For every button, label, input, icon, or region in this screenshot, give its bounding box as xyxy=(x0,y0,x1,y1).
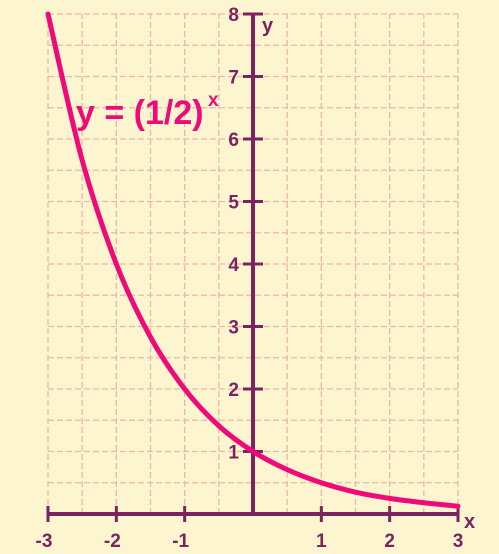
x-tick-label: -1 xyxy=(172,531,189,552)
y-tick-label: 6 xyxy=(228,130,239,151)
y-tick-label: 8 xyxy=(228,5,239,26)
y-tick-label: 7 xyxy=(228,68,239,89)
equation-exponent: x xyxy=(208,90,219,111)
y-tick-label: 5 xyxy=(228,193,239,214)
y-tick-label: 4 xyxy=(228,255,239,276)
equation-annotation: y = (1/2) x xyxy=(76,90,219,132)
y-axis-label: y xyxy=(262,15,274,37)
y-tick-label: 2 xyxy=(228,380,239,401)
x-tick-label: 2 xyxy=(384,531,395,552)
x-tick-label: 3 xyxy=(453,531,464,552)
x-tick-label: 1 xyxy=(316,531,327,552)
equation-base: y = (1/2) xyxy=(76,94,204,132)
y-tick-label: 3 xyxy=(228,318,239,339)
y-tick-label: 1 xyxy=(228,443,239,464)
x-axis-label: x xyxy=(464,511,475,533)
x-tick-label: -2 xyxy=(104,531,121,552)
x-tick-label: -3 xyxy=(36,531,53,552)
series-line xyxy=(45,11,461,509)
ticks: -3 -2 -1 1 2 3 1 2 3 4 5 6 7 8 xyxy=(36,5,464,552)
